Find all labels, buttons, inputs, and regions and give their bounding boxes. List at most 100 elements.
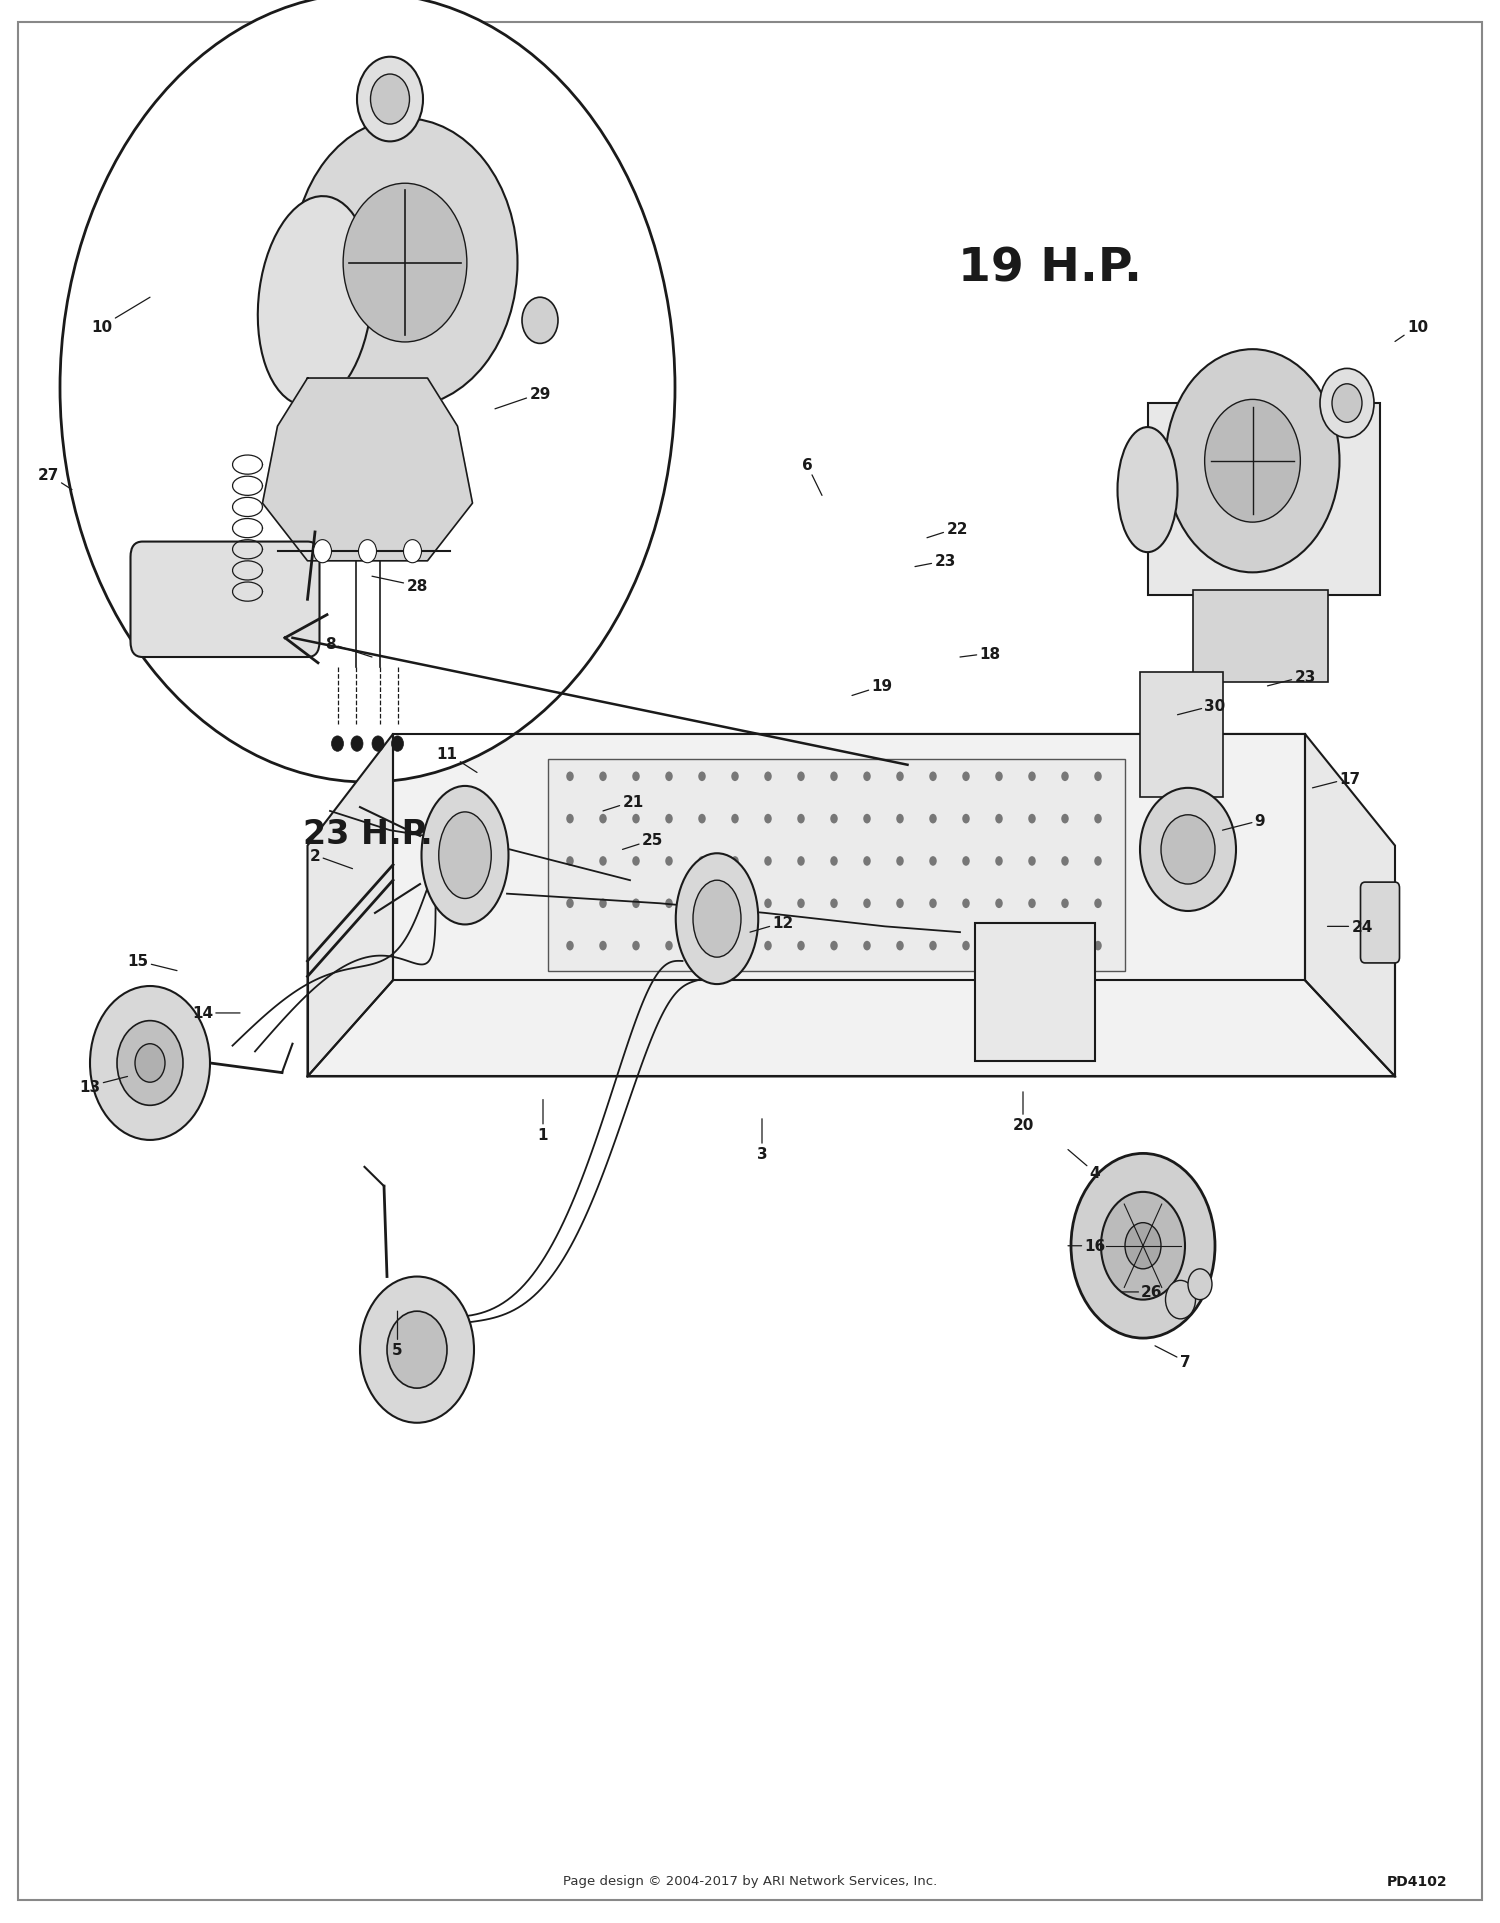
Circle shape (1071, 1154, 1215, 1338)
Circle shape (1062, 815, 1070, 823)
Circle shape (864, 856, 871, 865)
Circle shape (1029, 771, 1036, 781)
Text: 14: 14 (192, 1006, 240, 1021)
Text: 6: 6 (801, 458, 822, 496)
Text: 13: 13 (80, 1077, 128, 1094)
Circle shape (831, 942, 839, 950)
Circle shape (633, 771, 640, 781)
Circle shape (351, 737, 363, 752)
Polygon shape (308, 735, 1395, 1077)
Text: 30: 30 (1178, 698, 1225, 715)
Circle shape (798, 856, 806, 865)
Text: 9: 9 (1222, 813, 1266, 831)
Circle shape (666, 856, 674, 865)
Ellipse shape (258, 196, 372, 408)
Circle shape (387, 1311, 447, 1388)
Circle shape (699, 942, 706, 950)
Bar (1140, 673, 1222, 798)
Text: 5: 5 (392, 1311, 404, 1358)
Text: 25: 25 (622, 833, 663, 850)
Circle shape (135, 1044, 165, 1083)
Circle shape (1095, 900, 1102, 910)
Circle shape (699, 815, 706, 823)
Text: ARI: ARI (573, 771, 867, 921)
Circle shape (360, 1277, 474, 1423)
Circle shape (765, 815, 772, 823)
Circle shape (963, 942, 970, 950)
Text: 3: 3 (756, 1119, 768, 1161)
Text: 22: 22 (927, 521, 968, 538)
Circle shape (1062, 900, 1070, 910)
Circle shape (1062, 771, 1070, 781)
Circle shape (864, 942, 871, 950)
Text: 18: 18 (960, 646, 1000, 662)
Circle shape (765, 900, 772, 910)
Circle shape (370, 75, 410, 125)
Circle shape (1095, 856, 1102, 865)
Circle shape (765, 942, 772, 950)
Circle shape (567, 942, 573, 950)
Polygon shape (308, 735, 393, 1077)
Circle shape (930, 942, 938, 950)
Circle shape (633, 900, 640, 910)
Circle shape (1029, 942, 1036, 950)
Text: 10: 10 (1395, 319, 1428, 342)
Circle shape (1125, 1223, 1161, 1269)
Text: 20: 20 (1013, 1092, 1034, 1133)
Circle shape (963, 815, 970, 823)
Text: 16: 16 (1068, 1238, 1106, 1254)
Circle shape (666, 771, 674, 781)
Circle shape (567, 900, 573, 910)
Circle shape (567, 856, 573, 865)
Circle shape (732, 771, 740, 781)
Ellipse shape (675, 854, 758, 985)
Text: 29: 29 (495, 387, 550, 410)
Ellipse shape (1118, 429, 1178, 554)
Circle shape (930, 900, 938, 910)
Circle shape (117, 1021, 183, 1106)
Circle shape (633, 942, 640, 950)
Circle shape (1029, 856, 1036, 865)
Circle shape (864, 771, 871, 781)
Circle shape (732, 900, 740, 910)
Circle shape (732, 942, 740, 950)
Circle shape (831, 856, 839, 865)
Bar (1192, 590, 1328, 683)
Circle shape (358, 540, 376, 563)
Text: 17: 17 (1312, 771, 1360, 788)
Circle shape (633, 856, 640, 865)
Polygon shape (1305, 735, 1395, 1077)
Circle shape (567, 815, 573, 823)
Text: 7: 7 (1155, 1346, 1191, 1369)
Circle shape (699, 856, 706, 865)
Circle shape (1101, 1192, 1185, 1300)
Circle shape (1062, 856, 1070, 865)
Text: 4: 4 (1068, 1150, 1101, 1181)
Circle shape (357, 58, 423, 142)
Text: 23 H.P.: 23 H.P. (303, 817, 432, 850)
Circle shape (930, 815, 938, 823)
Text: 24: 24 (1328, 919, 1372, 935)
Bar (975, 923, 1095, 1061)
Circle shape (1332, 385, 1362, 423)
Circle shape (798, 900, 806, 910)
Circle shape (897, 856, 904, 865)
Circle shape (996, 771, 1004, 781)
Circle shape (732, 856, 740, 865)
Circle shape (765, 856, 772, 865)
Circle shape (699, 771, 706, 781)
Circle shape (567, 771, 573, 781)
Circle shape (292, 119, 518, 408)
Circle shape (598, 815, 606, 823)
Text: 10: 10 (92, 298, 150, 335)
FancyBboxPatch shape (1360, 883, 1400, 963)
Circle shape (1161, 815, 1215, 885)
Circle shape (996, 942, 1004, 950)
Circle shape (666, 815, 674, 823)
Circle shape (831, 900, 839, 910)
Circle shape (633, 815, 640, 823)
Circle shape (1029, 900, 1036, 910)
Circle shape (996, 900, 1004, 910)
Text: 8: 8 (324, 637, 372, 658)
FancyBboxPatch shape (130, 542, 320, 658)
